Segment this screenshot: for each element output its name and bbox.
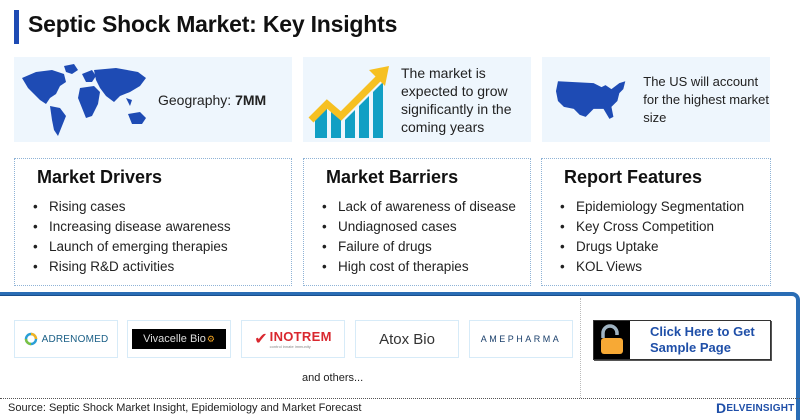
logo-amepharma: AMEPHARMA: [469, 320, 573, 358]
delveinsight-logo: D ELVEINSIGHT: [716, 400, 795, 416]
market-drivers-panel: Market Drivers Rising cases Increasing d…: [14, 158, 292, 286]
list-item: Launch of emerging therapies: [33, 237, 291, 257]
list-item: Epidemiology Segmentation: [560, 197, 770, 217]
list-item: Key Cross Competition: [560, 217, 770, 237]
gear-icon: ⚙: [206, 333, 215, 344]
list-item: Undiagnosed cases: [322, 217, 530, 237]
list-item: Failure of drugs: [322, 237, 530, 257]
list-item: Drugs Uptake: [560, 237, 770, 257]
logo-inotrem: ✔ INOTREM control innate immunity: [241, 320, 345, 358]
growth-chart-icon: [308, 65, 389, 138]
list-item: KOL Views: [560, 257, 770, 277]
cta-line-1: Click Here to Get: [650, 324, 755, 339]
cta-line-2: Sample Page: [650, 340, 731, 355]
market-barriers-title: Market Barriers: [326, 167, 459, 187]
logo-adrenomed: ADRENOMED: [14, 320, 118, 358]
page-title: Septic Shock Market: Key Insights: [28, 11, 398, 37]
vertical-separator: [580, 298, 581, 398]
insight-geography: Geography: 7MM: [14, 57, 292, 142]
logo-vivacelle-bio: Vivacelle Bio ⚙: [127, 320, 231, 358]
checkmark-icon: ✔: [254, 331, 268, 348]
section-divider: [0, 292, 770, 296]
list-item: Lack of awareness of disease: [322, 197, 530, 217]
and-others-text: and others...: [302, 372, 364, 384]
market-barriers-panel: Market Barriers Lack of awareness of dis…: [303, 158, 531, 286]
geography-value: 7MM: [235, 91, 267, 108]
geography-label: Geography:: [158, 91, 236, 108]
insight-us: The US will account for the highest mark…: [542, 57, 770, 142]
footer-divider: [0, 398, 800, 399]
get-sample-page-button[interactable]: Click Here to Get Sample Page: [593, 320, 771, 360]
report-features-panel: Report Features Epidemiology Segmentatio…: [541, 158, 771, 286]
insight-growth: The market is expected to grow significa…: [303, 57, 531, 142]
title-accent-bar: [14, 10, 19, 44]
list-item: High cost of therapies: [322, 257, 530, 277]
source-text: Source: Septic Shock Market Insight, Epi…: [8, 402, 362, 414]
us-text: The US will account for the highest mark…: [643, 73, 769, 125]
adrenomed-ring-icon: [24, 332, 37, 346]
growth-text: The market is expected to grow significa…: [401, 64, 512, 135]
list-item: Rising cases: [33, 197, 291, 217]
market-drivers-title: Market Drivers: [37, 167, 163, 187]
us-map-icon: [555, 80, 626, 119]
list-item: Rising R&D activities: [33, 257, 291, 277]
report-features-title: Report Features: [564, 167, 703, 187]
list-item: Increasing disease awareness: [33, 217, 291, 237]
unlock-icon: [594, 321, 630, 359]
world-map-icon: [22, 63, 146, 136]
logo-atox-bio: Atox Bio: [355, 320, 459, 358]
divider-corner: [770, 292, 800, 420]
